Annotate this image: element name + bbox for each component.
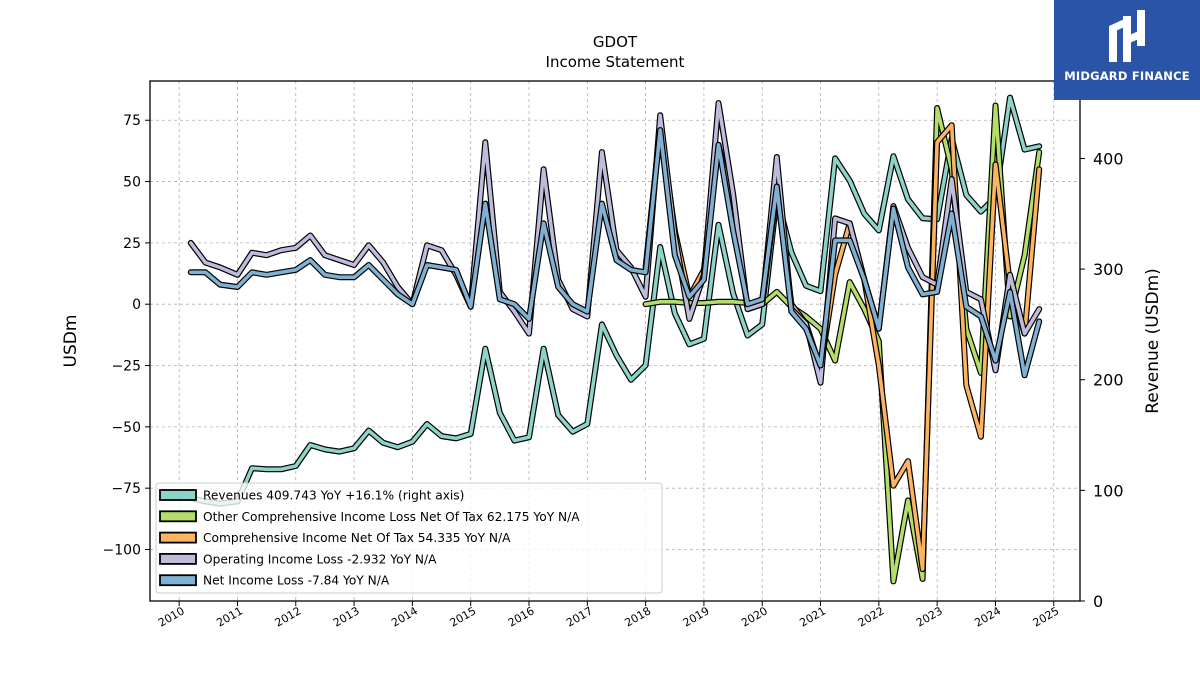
y-tick-label-left: 75: [123, 113, 141, 129]
midgard-finance-logo: MIDGARD FINANCE: [1054, 0, 1200, 100]
x-tick-label: 2013: [331, 604, 362, 629]
x-tick-label: 2014: [389, 604, 420, 629]
y-tick-label-right: 200: [1093, 371, 1124, 390]
legend-box: [155, 482, 663, 594]
legend-entry-label: Other Comprehensive Income Loss Net Of T…: [203, 510, 580, 524]
x-tick-label: 2015: [448, 604, 479, 629]
y-tick-label-left: 50: [123, 175, 141, 191]
legend-swatch: [159, 531, 197, 544]
x-tick-label: 2012: [273, 604, 304, 629]
x-tick-label: 2020: [739, 604, 770, 629]
x-tick-label: 2011: [214, 604, 245, 629]
legend-entry-label: Revenues 409.743 YoY +16.1% (right axis): [203, 489, 464, 503]
y-tick-label-left: −25: [111, 359, 141, 375]
series-0-line: [189, 95, 1041, 506]
legend-swatch: [159, 574, 197, 587]
y-axis-label-left: USDm: [61, 315, 81, 368]
chart-title: GDOT: [593, 33, 638, 51]
y-tick-label-right: 0: [1093, 592, 1103, 611]
y-tick-label-left: −50: [111, 420, 141, 436]
y-tick-label-left: −75: [111, 481, 141, 497]
x-tick-label: 2017: [564, 604, 595, 629]
y-tick-label-left: −100: [103, 542, 141, 558]
legend-swatch: [159, 553, 197, 565]
legend-entry-label: Net Income Loss -7.84 YoY N/A: [203, 574, 390, 588]
y-tick-label-right: 300: [1093, 260, 1124, 279]
legend: Revenues 409.743 YoY +16.1% (right axis)…: [155, 482, 663, 594]
y-tick-label-left: 0: [132, 297, 141, 313]
series-4-line: [189, 128, 1041, 378]
x-tick-label: 2018: [622, 604, 653, 629]
y-tick-label-right: 100: [1093, 481, 1124, 500]
x-tick-label: 2024: [972, 604, 1003, 629]
x-tick-label: 2010: [156, 604, 187, 629]
series-1-line: [643, 103, 1041, 584]
y-tick-label-right: 400: [1093, 149, 1124, 168]
plot-frame: [149, 80, 1081, 602]
series-layer: [187, 94, 1043, 585]
x-tick-label: 2025: [1031, 604, 1062, 629]
legend-entry-label: Operating Income Loss -2.932 YoY N/A: [203, 552, 437, 566]
y-axis-label-right: Revenue (USDm): [1143, 268, 1163, 414]
chart-subtitle: Income Statement: [546, 53, 685, 71]
x-tick-label: 2016: [506, 604, 537, 629]
x-tick-label: 2019: [681, 604, 712, 629]
legend-swatch: [159, 510, 197, 523]
legend-entry-label: Comprehensive Income Net Of Tax 54.335 Y…: [203, 531, 511, 545]
logo-text: MIDGARD FINANCE: [1064, 69, 1190, 83]
x-tick-label: 2023: [914, 604, 945, 629]
y-tick-label-left: 25: [123, 236, 141, 252]
series-0-outline: [187, 94, 1043, 507]
series-1-outline: [642, 102, 1043, 585]
legend-swatch: [159, 489, 197, 501]
x-tick-label: 2021: [797, 604, 828, 629]
x-tick-label: 2022: [856, 604, 887, 629]
mf-monogram-icon: [1109, 10, 1145, 62]
